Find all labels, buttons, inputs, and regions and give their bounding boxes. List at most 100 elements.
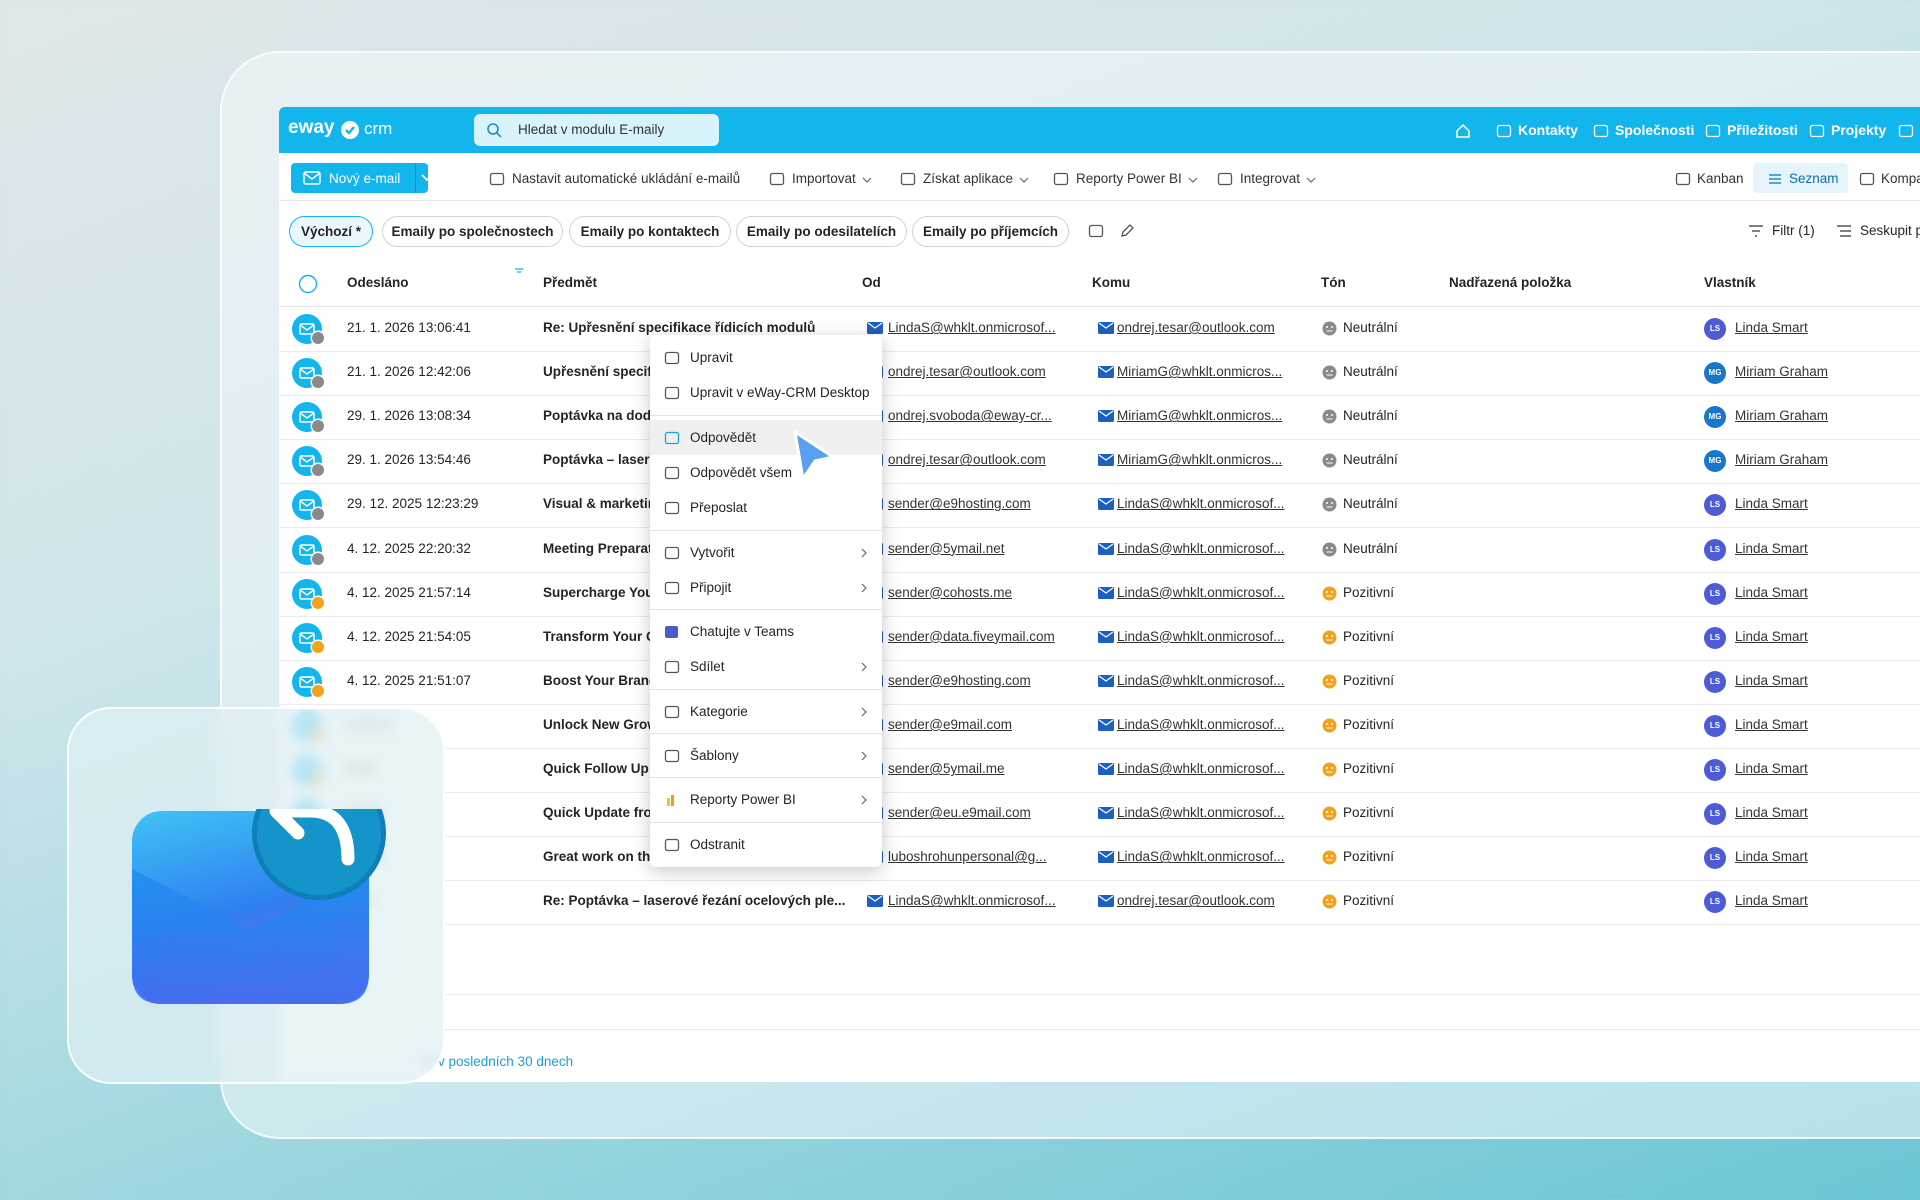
from-address[interactable]: sender@data.fiveymail.com	[888, 628, 1055, 644]
menu-item[interactable]: Chatujte v Teams	[650, 614, 882, 649]
to-address[interactable]: LindaS@whklt.onmicrosof...	[1117, 496, 1285, 512]
owner[interactable]: Miriam Graham	[1735, 452, 1829, 468]
to-address[interactable]: LindaS@whklt.onmicrosof...	[1117, 805, 1285, 821]
subject[interactable]: Transform Your C	[543, 628, 656, 644]
nav-link[interactable]: Společnosti	[1615, 122, 1695, 138]
group-button[interactable]: Seskupit p	[1860, 223, 1920, 238]
menu-item[interactable]: Odstranit	[650, 827, 882, 862]
from-address[interactable]: luboshrohunpersonal@g...	[888, 849, 1047, 865]
view-option[interactable]: Kanban	[1697, 171, 1744, 186]
to-address[interactable]: LindaS@whklt.onmicrosof...	[1117, 761, 1285, 776]
saved-filter[interactable]: Emaily po odesilatelích	[736, 216, 907, 247]
subject[interactable]: Quick Update fro	[543, 805, 652, 821]
owner[interactable]: Linda Smart	[1735, 540, 1808, 556]
to-address[interactable]: LindaS@whklt.onmicrosof...	[1117, 628, 1285, 644]
saved-filter[interactable]: Emaily po kontaktech	[569, 216, 731, 247]
menu-item[interactable]: Upravit	[650, 340, 882, 375]
toolbar-action[interactable]: Získat aplikace	[923, 171, 1014, 186]
owner[interactable]: Miriam Graham	[1735, 364, 1829, 380]
saved-filter[interactable]: Emaily po příjemcích	[912, 216, 1069, 247]
column-header[interactable]: Odesláno	[347, 275, 409, 290]
owner[interactable]: Linda Smart	[1735, 761, 1808, 776]
subject[interactable]: Visual & marketin	[543, 496, 657, 512]
subject[interactable]: Poptávka – laserc	[543, 452, 658, 468]
toolbar-action[interactable]: Reporty Power BI	[1076, 171, 1182, 186]
view-option[interactable]: Seznam	[1789, 171, 1839, 186]
subject[interactable]: Boost Your Brand	[543, 672, 658, 688]
search-box[interactable]: Hledat v modulu E-maily	[474, 114, 719, 146]
subject[interactable]: Supercharge Your C	[543, 584, 673, 600]
menu-item[interactable]: Reporty Power BI	[650, 782, 882, 817]
column-header[interactable]: Vlastník	[1704, 275, 1756, 290]
subject[interactable]: Meeting Preparat	[543, 540, 653, 556]
to-address[interactable]: MiriamG@whklt.onmicros...	[1117, 364, 1283, 380]
subject[interactable]: Upřesnění specifi	[543, 364, 656, 380]
owner[interactable]: Linda Smart	[1735, 849, 1808, 865]
from-address[interactable]: ondrej.svoboda@eway-cr...	[888, 408, 1052, 424]
owner[interactable]: Linda Smart	[1735, 584, 1808, 600]
from-address[interactable]: sender@e9hosting.com	[888, 672, 1031, 688]
owner[interactable]: Linda Smart	[1735, 672, 1808, 688]
menu-item[interactable]: Šablony	[650, 738, 882, 773]
footer-filter[interactable]: Je v posledních 30 dnech	[420, 1054, 574, 1069]
to-address[interactable]: ondrej.tesar@outlook.com	[1117, 893, 1275, 909]
menu-item[interactable]: Vytvořit	[650, 535, 882, 570]
menu-item[interactable]: Sdílet	[650, 649, 882, 684]
to-address[interactable]: MiriamG@whklt.onmicros...	[1117, 452, 1283, 468]
menu-item[interactable]: Kategorie	[650, 694, 882, 729]
menu-item[interactable]: Odpovědět	[650, 419, 882, 455]
menu-item[interactable]: Upravit v eWay-CRM Desktop	[650, 375, 882, 410]
owner[interactable]: Linda Smart	[1735, 496, 1808, 512]
subject[interactable]: Unlock New Grow	[543, 716, 658, 732]
from-address[interactable]: sender@cohosts.me	[888, 584, 1013, 600]
column-header[interactable]: Tón	[1321, 275, 1346, 290]
saved-filter[interactable]: Výchozí *	[289, 216, 373, 247]
nav-link[interactable]: Projekty	[1831, 122, 1887, 138]
from-address[interactable]: sender@eu.e9mail.com	[888, 805, 1031, 821]
owner[interactable]: Linda Smart	[1735, 320, 1808, 335]
toolbar-action[interactable]: Integrovat	[1240, 171, 1301, 186]
to-address[interactable]: LindaS@whklt.onmicrosof...	[1117, 540, 1285, 556]
column-header[interactable]: Předmět	[543, 275, 598, 290]
owner[interactable]: Linda Smart	[1735, 628, 1808, 644]
menu-item[interactable]: Přeposlat	[650, 490, 882, 525]
toolbar-action[interactable]: Importovat	[792, 171, 856, 186]
subject[interactable]: Re: Poptávka – laserové řezání ocelových…	[543, 893, 846, 909]
subject[interactable]: Re: Upřesnění specifikace řídicích modul…	[543, 320, 816, 335]
from-address[interactable]: LindaS@whklt.onmicrosof...	[888, 320, 1056, 335]
view-option[interactable]: Kompa	[1881, 171, 1920, 186]
subject[interactable]: Poptávka na dodá	[543, 408, 659, 424]
owner[interactable]: Miriam Graham	[1735, 408, 1829, 424]
to-address[interactable]: LindaS@whklt.onmicrosof...	[1117, 584, 1285, 600]
to-address[interactable]: LindaS@whklt.onmicrosof...	[1117, 672, 1285, 688]
menu-item[interactable]: Odpovědět všem	[650, 455, 882, 490]
column-header[interactable]: Od	[862, 275, 881, 290]
from-address[interactable]: sender@5ymail.me	[888, 761, 1005, 776]
subject[interactable]: Quick Follow Up	[543, 761, 649, 776]
from-address[interactable]: LindaS@whklt.onmicrosof...	[888, 893, 1056, 909]
from-address[interactable]: sender@e9mail.com	[888, 716, 1013, 732]
to-address[interactable]: LindaS@whklt.onmicrosof...	[1117, 849, 1285, 865]
from-address[interactable]: ondrej.tesar@outlook.com	[888, 452, 1046, 468]
to-address[interactable]: LindaS@whklt.onmicrosof...	[1117, 716, 1285, 732]
from-address[interactable]: ondrej.tesar@outlook.com	[888, 364, 1046, 380]
from-address[interactable]: sender@e9hosting.com	[888, 496, 1031, 512]
new-email-button[interactable]: Nový e-mail	[291, 163, 433, 193]
row-line	[279, 351, 1920, 352]
toolbar-action[interactable]: Nastavit automatické ukládání e-mailů	[512, 171, 741, 186]
from-address[interactable]: sender@5ymail.net	[888, 540, 1005, 556]
to-address[interactable]: MiriamG@whklt.onmicros...	[1117, 408, 1283, 424]
to-address[interactable]: ondrej.tesar@outlook.com	[1117, 320, 1275, 335]
column-header[interactable]: Nadřazená položka	[1449, 275, 1572, 290]
nav-link[interactable]: Kontakty	[1518, 122, 1578, 138]
dropdown-chevron[interactable]	[421, 174, 433, 182]
owner[interactable]: Linda Smart	[1735, 716, 1808, 732]
filter-button[interactable]: Filtr (1)	[1772, 223, 1815, 238]
column-header[interactable]: Komu	[1092, 275, 1131, 290]
menu-item[interactable]: Připojit	[650, 570, 882, 605]
nav-link[interactable]: Příležitosti	[1727, 122, 1798, 138]
owner[interactable]: Linda Smart	[1735, 805, 1808, 821]
owner[interactable]: Linda Smart	[1735, 893, 1808, 909]
subject[interactable]: Great work on the	[543, 849, 658, 865]
saved-filter[interactable]: Emaily po společnostech	[382, 216, 563, 247]
